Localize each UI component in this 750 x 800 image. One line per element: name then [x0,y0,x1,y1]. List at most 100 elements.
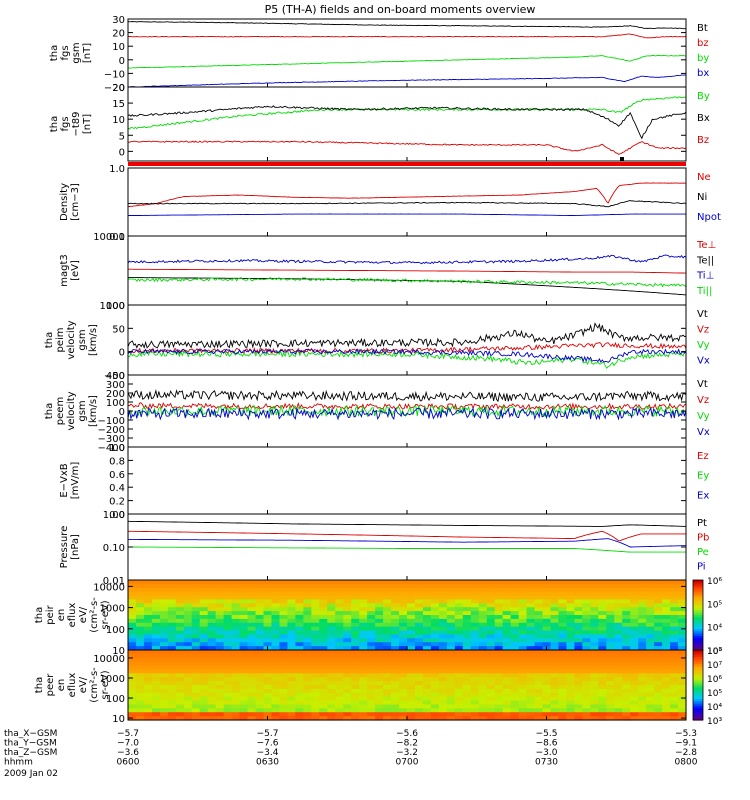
spectrogram-cell [654,603,663,608]
spectrogram-cell [191,626,201,632]
x-tick-label: 0730 [535,758,558,768]
spectrogram-cell [367,615,376,620]
spectrogram-cell [486,626,496,632]
spectrogram-cell [215,646,225,651]
spectrogram-cell [558,653,568,659]
spectrogram-cell [430,580,440,585]
spectrogram-cell [247,712,257,717]
spectrogram-cell [359,650,368,655]
spectrogram-cell [399,587,408,593]
spectrogram-cell [247,661,257,667]
spectrogram-cell [143,642,153,647]
spectrogram-cell [159,708,169,713]
spectrogram-cell [414,646,424,651]
spectrogram-cell [383,615,392,620]
spectrogram-cell [327,615,336,620]
spectrogram-cell [534,599,544,604]
spectrogram-cell [614,638,623,643]
spectrogram-cell [279,630,289,636]
y-tick-label: 100 [106,625,125,636]
spectrogram-cell [327,688,336,694]
spectrogram-cell [231,696,241,702]
spectrogram-cell [303,607,312,612]
series-line-ti [127,277,687,288]
spectrogram-cell [574,646,583,651]
spectrogram-cell [135,685,145,690]
spectrogram-cell [311,595,320,601]
spectrogram-cell [351,650,360,655]
spectrogram-cell [486,665,496,671]
spectrogram-cell [271,622,281,628]
spectrogram-cell [566,580,575,585]
spectrogram-cell [526,587,536,593]
spectrogram-cell [438,642,448,647]
spectrogram-cell [199,700,209,706]
colorbar-segment [693,631,703,635]
spectrogram-cell [295,642,304,647]
spectrogram-cell [542,704,552,709]
spectrogram-cell [478,634,488,639]
spectrogram-cell [335,716,344,721]
spectrogram-cell [367,587,376,593]
colorbar-frame [692,649,704,721]
spectrogram-cell [407,599,416,604]
spectrogram-cell [654,657,663,663]
spectrogram-cell [399,688,408,694]
spectrogram-cell [319,700,328,706]
spectrogram-cell [359,688,368,694]
spectrogram-cell [399,700,408,706]
spectrogram-cell [399,626,408,632]
spectrogram-cell [614,615,623,620]
spectrogram-cell [470,646,480,651]
spectrogram-cell [558,677,568,682]
spectrogram-cell [159,685,169,690]
spectrogram-cell [151,622,161,628]
spectrogram-cell [383,677,392,682]
spectrogram-cell [311,626,320,632]
spectrogram-cell [470,599,480,604]
spectrogram-cell [247,599,257,604]
spectrogram-cell [414,603,424,608]
spectrogram-cell [510,591,520,597]
spectrogram-cell [303,630,312,636]
spectrogram-cell [662,650,671,655]
spectrogram-cell [255,688,265,694]
spectrogram-cell [271,665,281,671]
spectrogram-cell [670,638,679,643]
spectrogram-cell [175,630,185,636]
spectrogram-cell [399,595,408,601]
spectrogram-cell [590,587,599,593]
spectrogram-cell [191,583,201,589]
spectrogram-cell [135,716,145,721]
spectrogram-cell [590,630,599,636]
spectrogram-cell [590,716,599,721]
spectrogram-cell [159,642,169,647]
spectrogram-cell [614,681,623,686]
spectrogram-cell [207,696,217,702]
spectrogram-cell [598,607,607,612]
spectrogram-cell [558,599,568,604]
spectrogram-cell [622,583,631,589]
spectrogram-cell [335,712,344,717]
spectrogram-cell [247,716,257,721]
spectrogram-cell [271,630,281,636]
spectrogram-cell [534,638,544,643]
spectrogram-cell [606,669,615,674]
y-axis-label: velocity [66,391,77,430]
spectrogram-cell [582,712,591,717]
y-tick-label: 0.0 [109,510,125,521]
spectrogram-cell [255,622,265,628]
spectrogram-cell [614,688,623,694]
spectrogram-cell [255,716,265,721]
series-line-vy [127,350,687,369]
spectrogram-cell [239,626,249,632]
spectrogram-cell [239,587,249,593]
spectrogram-cell [143,618,153,624]
spectrogram-cell [295,618,304,624]
colorbar-segment [693,678,703,681]
spectrogram-cell [590,615,599,620]
spectrogram-cell [255,704,265,709]
spectrogram-cell [438,634,448,639]
spectrogram-cell [343,583,352,589]
spectrogram-cell [167,657,177,663]
